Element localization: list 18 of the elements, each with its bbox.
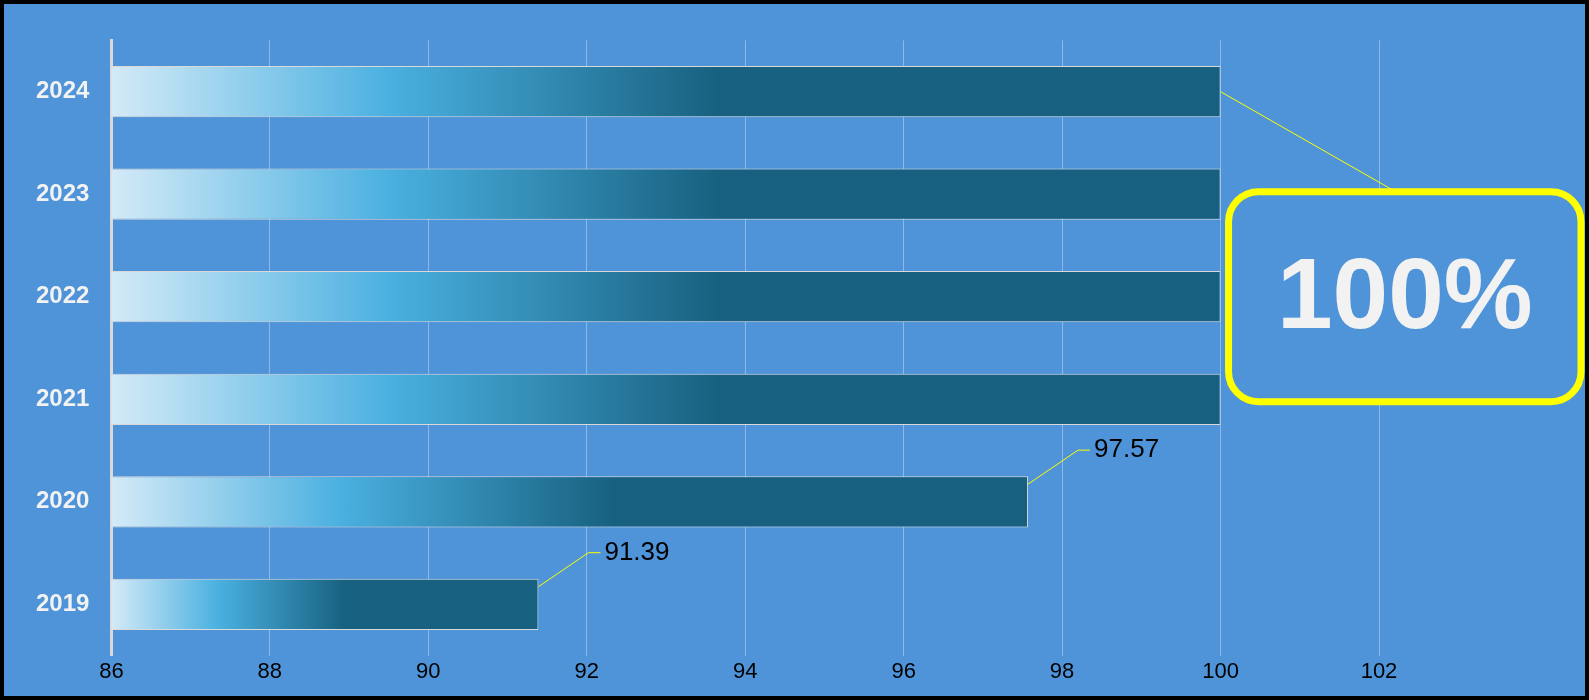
- annotation: 100%: [1276, 237, 1533, 350]
- y-tick-label: 2023: [36, 178, 90, 206]
- x-tick-label: 98: [1049, 657, 1075, 683]
- x-tick-label: 92: [574, 657, 599, 683]
- x-tick-label: 94: [732, 657, 758, 683]
- x-tick-label: 96: [891, 657, 916, 683]
- y-tick-label: 2022: [36, 281, 90, 309]
- y-tick-label: 2020: [36, 486, 90, 514]
- y-tick-label: 2024: [36, 76, 91, 104]
- x-tick-label: 100: [1202, 657, 1239, 683]
- x-tick-label: 86: [99, 657, 124, 683]
- y-tick-label: 2019: [36, 588, 90, 616]
- y-tick-label: 2021: [36, 383, 90, 411]
- x-tick-label: 102: [1360, 657, 1398, 683]
- data-label: 91.39: [604, 535, 670, 566]
- x-tick-label: 88: [257, 657, 283, 683]
- x-tick-label: 90: [416, 657, 441, 683]
- data-label: 97.57: [1094, 433, 1160, 464]
